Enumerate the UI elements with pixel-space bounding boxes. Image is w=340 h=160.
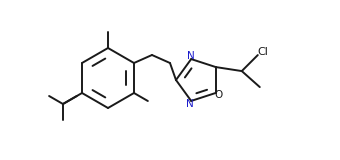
Text: O: O bbox=[215, 90, 223, 100]
Text: N: N bbox=[187, 51, 195, 61]
Text: N: N bbox=[186, 99, 194, 109]
Text: Cl: Cl bbox=[257, 47, 268, 57]
